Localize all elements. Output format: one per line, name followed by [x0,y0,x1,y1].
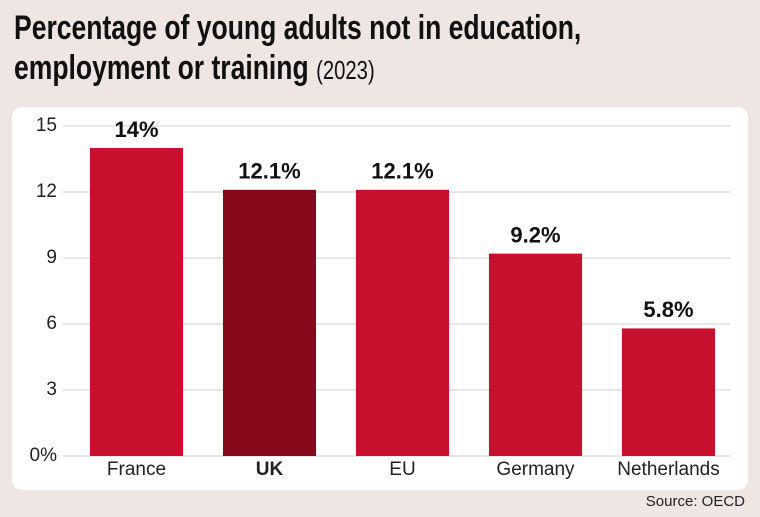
chart-title-block: Percentage of young adults not in educat… [14,8,716,90]
value-label: 14% [114,117,158,142]
y-tick-label: 0% [30,445,58,466]
y-tick-label: 6 [46,313,57,334]
chart-subtitle: (2023) [316,55,375,85]
y-tick-label: 3 [46,379,57,400]
value-label: 9.2% [510,222,560,247]
value-label: 12.1% [371,159,433,184]
value-label: 12.1% [238,159,300,184]
x-tick-label: UK [256,459,284,480]
bar [222,189,317,457]
y-tick-label: 12 [36,181,57,202]
x-tick-label: France [107,459,166,480]
x-tick-label: Germany [496,459,575,480]
x-tick-label: Netherlands [617,459,719,480]
bar [488,253,583,456]
bar [621,328,716,456]
bar [355,189,450,457]
y-tick-label: 15 [36,115,57,136]
x-tick-label: EU [389,459,415,480]
bar [89,148,184,456]
chart-title: Percentage of young adults not in educat… [14,9,582,87]
value-label: 5.8% [643,297,693,322]
source: Source: OECD [646,493,745,510]
y-tick-label: 9 [46,247,57,268]
